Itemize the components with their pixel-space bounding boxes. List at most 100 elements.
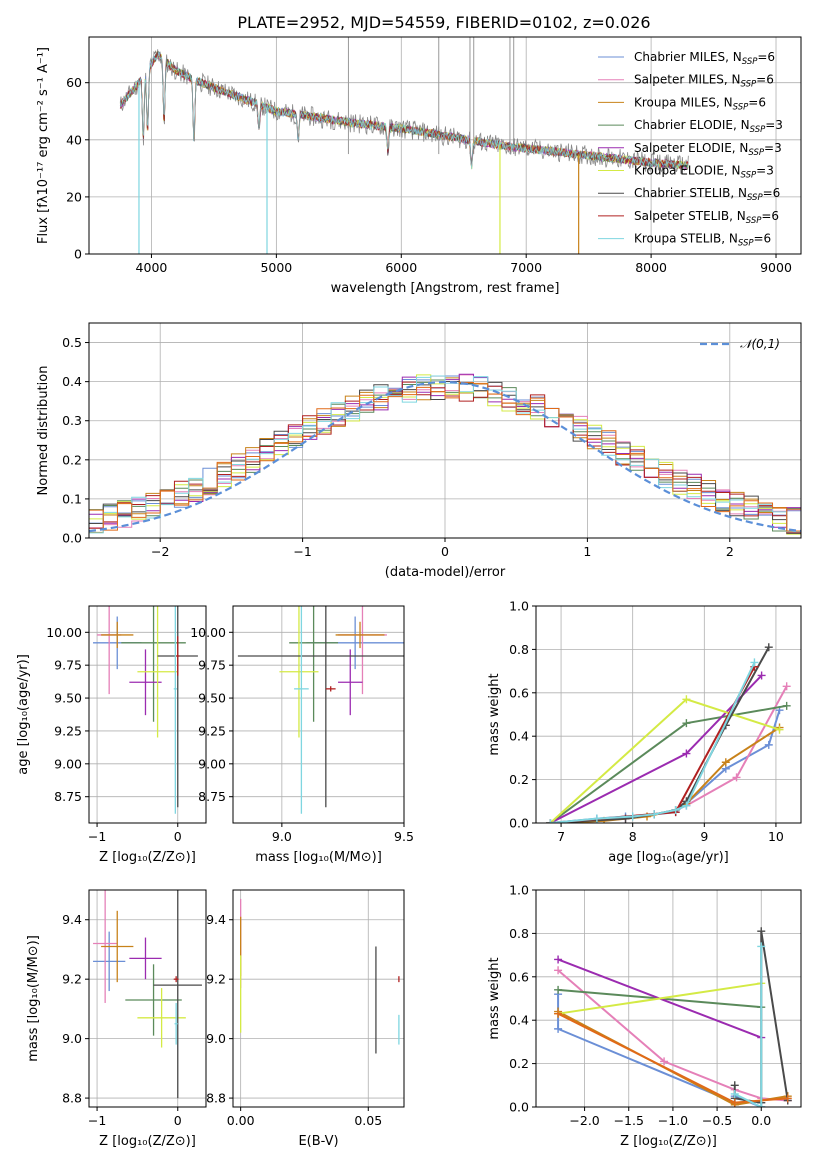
y-axis-label: mass weight — [487, 957, 502, 1039]
x-tick-label: 9 — [700, 829, 708, 844]
y-tick-label: 9.00 — [54, 756, 82, 771]
weight-marker — [554, 955, 563, 964]
axes-frame — [535, 889, 802, 1108]
axes-frame — [88, 889, 207, 1108]
y-tick-label: 9.25 — [198, 723, 226, 738]
x-tick-label: 6000 — [385, 260, 417, 275]
x-tick-label: 0 — [174, 1113, 182, 1128]
weight-line — [550, 726, 781, 823]
weight-marker — [730, 1081, 739, 1090]
residual-histogram — [89, 375, 801, 534]
weight-marker — [730, 1098, 739, 1107]
weight-marker — [757, 942, 766, 951]
y-tick-label: 9.4 — [62, 912, 82, 927]
x-tick-label: −1.0 — [658, 1113, 688, 1128]
legend-label: 𝒩(0,1) — [740, 337, 780, 351]
plot-area — [240, 898, 400, 1054]
residual-histogram — [89, 381, 801, 532]
y-tick-label: 0.6 — [509, 685, 529, 700]
y-tick-label: 0 — [74, 247, 82, 262]
weight-marker — [554, 985, 563, 994]
plot-area — [119, 37, 689, 254]
x-tick-label: 10 — [768, 829, 784, 844]
legend-label: Salpeter ELODIE, NSSP=3 — [634, 141, 782, 158]
x-tick-label: 0.05 — [354, 1113, 382, 1128]
weight-marker — [783, 1094, 792, 1103]
x-tick-label: 9.0 — [272, 829, 292, 844]
y-tick-label: 9.0 — [62, 1031, 82, 1046]
weight-marker — [628, 812, 637, 821]
plot-area — [237, 606, 404, 814]
x-axis-label: (data-model)/error — [385, 565, 506, 580]
y-tick-label: 8.75 — [198, 789, 226, 804]
x-tick-label: 0.0 — [751, 1113, 771, 1128]
y-tick-label: 9.50 — [198, 691, 226, 706]
weight-marker — [757, 671, 766, 680]
weight-marker — [592, 814, 601, 823]
weight-marker — [775, 725, 784, 734]
x-tick-label: 5000 — [260, 260, 292, 275]
y-tick-label: 8.8 — [206, 1091, 226, 1106]
weight-marker — [782, 701, 791, 710]
weight-marker — [554, 1009, 563, 1018]
plot-area — [554, 927, 792, 1107]
y-tick-label: 0.2 — [509, 772, 529, 787]
weight-line — [734, 946, 763, 1107]
y-tick-label: 8.8 — [62, 1091, 82, 1106]
y-axis-label: mass [log₁₀(M/M⊙)] — [26, 935, 41, 1062]
y-tick-label: 1.0 — [509, 599, 529, 614]
y-tick-label: 0.5 — [62, 335, 82, 350]
weight-marker — [782, 682, 791, 691]
x-axis-label: Z [log₁₀(Z/Z⊙)] — [620, 1134, 717, 1149]
weight-line — [550, 646, 770, 823]
weight-marker — [730, 1089, 739, 1098]
y-tick-label: 0.2 — [62, 452, 82, 467]
model-spectrum — [120, 53, 689, 170]
y-tick-label: 0.0 — [509, 1100, 529, 1115]
model-spectrum — [119, 51, 689, 169]
y-tick-label: 9.75 — [198, 658, 226, 673]
y-tick-label: 0.0 — [509, 816, 529, 831]
weight-marker — [671, 805, 680, 814]
y-tick-label: 10.00 — [46, 625, 82, 640]
x-tick-label: −1 — [88, 829, 106, 844]
y-tick-label: 9.2 — [206, 972, 226, 987]
axes-frame — [535, 605, 802, 824]
weight-marker — [750, 658, 759, 667]
y-tick-label: 0.0 — [62, 531, 82, 546]
y-tick-label: 0.4 — [509, 1013, 529, 1028]
weight-line — [550, 661, 756, 823]
x-tick-label: −0.5 — [702, 1113, 732, 1128]
y-tick-label: 9.00 — [198, 756, 226, 771]
model-spectrum — [119, 52, 689, 170]
x-tick-label: 4000 — [136, 260, 168, 275]
x-tick-label: 8 — [629, 829, 637, 844]
y-tick-label: 40 — [66, 132, 82, 147]
x-tick-label: 8000 — [635, 260, 667, 275]
x-tick-label: −2 — [151, 544, 169, 559]
y-tick-label: 0.6 — [509, 969, 529, 984]
legend-label: Kroupa ELODIE, NSSP=3 — [634, 164, 774, 181]
model-spectrum — [119, 52, 689, 171]
y-axis-label: mass weight — [487, 673, 502, 755]
weight-marker — [554, 1024, 563, 1033]
weight-marker — [682, 801, 691, 810]
x-axis-label: age [log₁₀(age/yr)] — [608, 850, 729, 865]
x-tick-label: 7000 — [510, 260, 542, 275]
y-tick-label: 0.4 — [62, 374, 82, 389]
y-tick-label: 0.4 — [509, 729, 529, 744]
weight-marker — [732, 773, 741, 782]
x-tick-label: −2.0 — [569, 1113, 599, 1128]
model-spectrum — [119, 51, 689, 170]
x-tick-label: −1 — [293, 544, 311, 559]
weight-marker — [757, 1103, 766, 1107]
plot-area — [93, 606, 198, 814]
axes-frame — [232, 889, 405, 1108]
x-tick-label: 0 — [441, 544, 449, 559]
y-tick-label: 0.8 — [509, 926, 529, 941]
y-tick-label: 60 — [66, 75, 82, 90]
x-tick-label: −1 — [88, 1113, 106, 1128]
legend-label: Kroupa MILES, NSSP=6 — [634, 95, 766, 112]
weight-marker — [682, 749, 691, 758]
weight-marker — [721, 758, 730, 767]
